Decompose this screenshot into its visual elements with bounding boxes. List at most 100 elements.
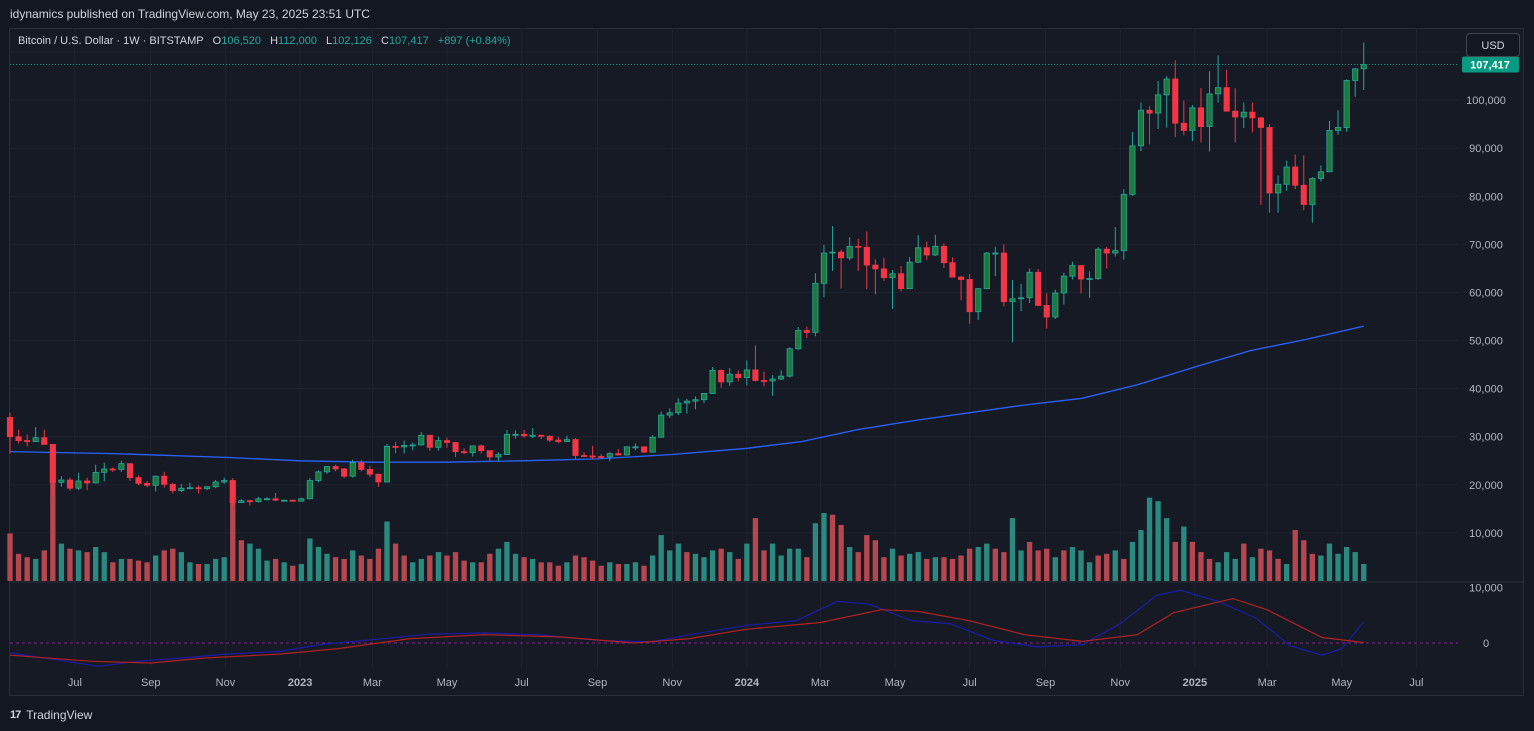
candle[interactable] [1086,271,1093,298]
candle[interactable] [32,427,39,442]
candle[interactable] [640,446,648,454]
candle[interactable] [1360,42,1367,90]
candle[interactable] [306,478,313,500]
candle[interactable] [358,460,365,472]
candle[interactable] [1326,120,1333,173]
candle[interactable] [1172,60,1179,138]
candle[interactable] [332,464,339,472]
candle[interactable] [743,360,750,386]
candle[interactable] [658,411,665,438]
candle[interactable] [778,370,785,380]
candle[interactable] [769,375,776,396]
candle[interactable] [1163,76,1170,128]
candle[interactable] [349,459,356,478]
candle[interactable] [6,412,14,454]
candle[interactable] [289,499,296,502]
candle[interactable] [889,269,896,309]
candle[interactable] [529,428,536,439]
candle[interactable] [392,442,399,454]
candle[interactable] [1292,154,1299,190]
candle[interactable] [1137,102,1145,152]
candle[interactable] [1077,265,1085,294]
candle[interactable] [880,257,887,281]
candle[interactable] [606,452,613,462]
candle[interactable] [1223,69,1230,112]
candle[interactable] [966,274,973,324]
candle[interactable] [572,438,579,460]
candle[interactable] [1343,79,1350,132]
candle[interactable] [992,246,999,277]
candle[interactable] [255,496,262,503]
candle[interactable] [975,288,982,320]
candle[interactable] [246,499,253,506]
candle[interactable] [1275,175,1282,213]
candle[interactable] [795,327,802,351]
candle[interactable] [383,443,391,483]
candle[interactable] [503,430,511,455]
candle[interactable] [949,257,956,278]
candle[interactable] [983,252,990,290]
candlesticks[interactable] [6,42,1367,506]
candle[interactable] [1352,67,1359,97]
candle[interactable] [623,446,630,456]
candle[interactable] [709,367,716,394]
candle[interactable] [726,367,733,386]
candle[interactable] [940,243,947,268]
candle[interactable] [452,442,459,457]
candle[interactable] [932,234,939,256]
candle[interactable] [41,429,48,445]
candle[interactable] [409,442,416,451]
candle[interactable] [281,499,288,502]
candle[interactable] [872,259,879,295]
candle[interactable] [1283,160,1290,191]
candle[interactable] [58,476,65,487]
candle[interactable] [298,497,305,502]
candle[interactable] [426,434,433,451]
candle[interactable] [1103,246,1110,269]
candle[interactable] [263,497,271,501]
candle[interactable] [126,463,134,481]
candle[interactable] [1017,283,1025,312]
candle[interactable] [1035,268,1042,306]
candle[interactable] [221,477,228,484]
candle[interactable] [1266,124,1273,213]
candle[interactable] [760,371,768,387]
candle[interactable] [109,467,116,472]
candle[interactable] [521,430,528,438]
candle[interactable] [366,466,373,478]
candle[interactable] [1095,247,1102,280]
candle[interactable] [863,231,870,290]
candle[interactable] [1069,261,1076,280]
candle[interactable] [923,241,930,260]
candle[interactable] [1189,104,1196,142]
candle[interactable] [675,398,682,416]
candle[interactable] [272,493,279,502]
candle[interactable] [855,238,862,271]
candle[interactable] [92,464,99,484]
candle[interactable] [906,256,913,290]
candle[interactable] [718,369,725,388]
candle[interactable] [1257,116,1264,205]
candle[interactable] [1300,155,1307,211]
candle[interactable] [957,276,965,301]
candle[interactable] [1060,272,1067,305]
candle[interactable] [812,273,819,337]
candle[interactable] [615,449,622,456]
candle[interactable] [66,477,74,491]
candle[interactable] [341,467,348,479]
candle[interactable] [135,475,142,486]
candle[interactable] [461,448,468,455]
candle[interactable] [84,477,91,491]
candle[interactable] [546,435,553,443]
candle[interactable] [538,434,545,440]
candle[interactable] [786,347,793,378]
candle[interactable] [144,480,151,488]
candle[interactable] [323,466,331,474]
candle[interactable] [1129,131,1136,196]
candle[interactable] [1232,88,1239,143]
candle[interactable] [555,436,562,444]
candle[interactable] [683,398,690,414]
candle[interactable] [1052,289,1059,319]
candle[interactable] [49,443,56,497]
